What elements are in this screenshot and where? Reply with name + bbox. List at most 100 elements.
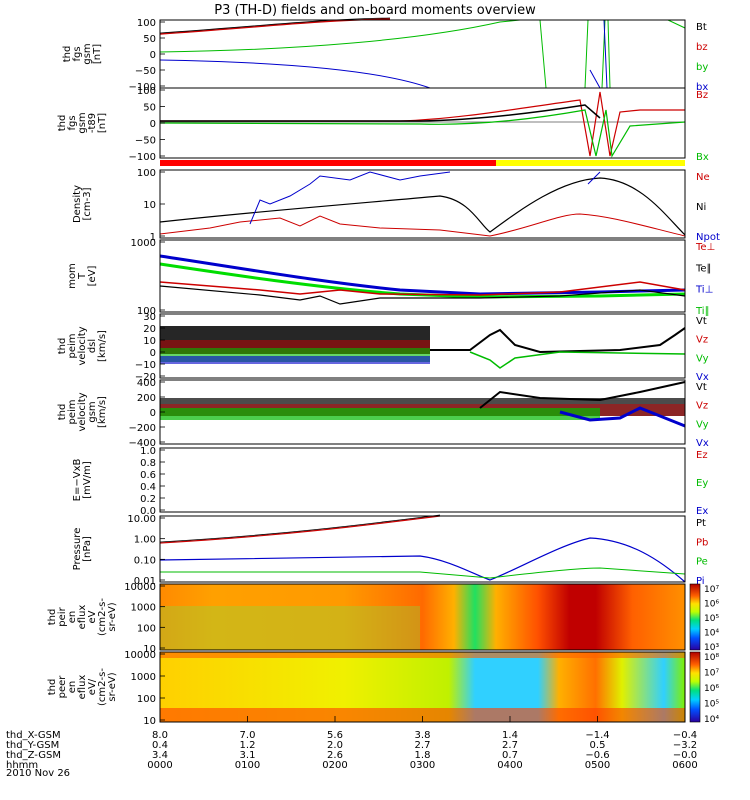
legend-Pb: Pb (696, 537, 708, 548)
y-tick-label: 0.4 (140, 482, 156, 493)
y-tick-label: 1.00 (134, 535, 156, 546)
x-tick-value: 1.4 (502, 730, 518, 741)
legend-Bx: Bx (696, 152, 709, 163)
y-label-line: [nT] (92, 44, 103, 64)
y-tick-label: 1000 (131, 603, 156, 614)
panel-frame-4 (159, 239, 686, 313)
y-tick-label: 0.8 (140, 458, 156, 469)
x-tick-value: 0.7 (502, 750, 518, 761)
x-tick-value: 0500 (585, 760, 610, 771)
y-label-line: gsm (82, 43, 93, 64)
legends: BtbzbybxBzBxNeNiNpotTe⊥Te∥Ti⊥Ti∥VtVzVyVx… (695, 22, 720, 587)
x-tick-value: 0.5 (590, 740, 606, 751)
colorbar-tick: 10⁴ (704, 715, 719, 725)
y-tick-label: 0 (150, 119, 156, 130)
x-row-label: thd_Z-GSM (6, 750, 61, 761)
y-tick-label: 400 (137, 378, 156, 389)
y-label-line: peir (57, 606, 68, 626)
panel-pressure (159, 514, 686, 583)
y-tick-label: 0.01 (134, 576, 156, 587)
y-label-line: Density (72, 185, 83, 223)
y-label-line: E=−VxB (72, 459, 83, 502)
x-tick-value: 2.6 (327, 750, 343, 761)
panel-fgs (159, 17, 686, 89)
x-tick-value: 8.0 (152, 730, 168, 741)
panel-fgs-t89 (159, 91, 686, 166)
y-label-line: velocity (77, 326, 88, 365)
y-tick-label: 10000 (124, 582, 156, 593)
y-tick-label: 10000 (124, 650, 156, 661)
y-label-line: -t89 (87, 113, 98, 133)
y-tick-label: 10 (143, 336, 156, 347)
ion-spectrum (160, 584, 685, 650)
date-label: 2010 Nov 26 (6, 768, 70, 779)
y-tick-label: −200 (129, 423, 156, 434)
panel-velocity-gsm (160, 381, 686, 428)
y-label-2: thd fgs gsm -t89 [nT] (57, 112, 108, 133)
colorbar-tick: 10⁶ (704, 684, 719, 694)
legend-Vx: Vx (696, 372, 709, 383)
panel-frame-7 (159, 447, 686, 513)
series-Vt-gsm (479, 381, 686, 409)
y-label-line: eV (87, 610, 98, 623)
y-tick-label: 100 (137, 623, 156, 634)
y-tick-label: −100 (129, 82, 156, 93)
legend-Pi: Pi (696, 576, 705, 587)
x-row-label: hhmm (6, 760, 38, 771)
x-tick-value: 1.2 (240, 740, 256, 751)
electron-low-band (160, 708, 685, 722)
y-label-line: en (67, 611, 78, 624)
x-tick-value: −0.0 (673, 750, 697, 761)
y-label-6: thd peim velocity gsm [km/s] (57, 392, 108, 431)
legend-Npot: Npot (696, 232, 720, 243)
colorbar-tick: 10⁶ (704, 600, 719, 610)
legend-Vt: Vt (696, 316, 707, 327)
y-label-line: eV/ (87, 678, 98, 695)
y-label-line: [km/s] (97, 396, 108, 428)
region-bar-red (160, 160, 496, 166)
legend-Vx: Vx (696, 438, 709, 449)
electron-top-band (160, 652, 685, 658)
legend-Bt: Bt (696, 22, 707, 33)
x-tick-value: 1.8 (415, 750, 431, 761)
y-label-line: T (77, 272, 88, 280)
y-label-line: thd (47, 609, 58, 626)
panel-velocity-dsl (160, 326, 686, 369)
y-tick-label: −100 (129, 152, 156, 163)
y-tick-label: 50 (143, 103, 156, 114)
y-tick-label: −20 (135, 372, 156, 383)
y-tick-label: −400 (129, 438, 156, 449)
x-axis-table: thd_X-GSM 8.0 7.0 5.6 3.8 1.4 −1.4 −0.4 thd_Y-GS… (6, 716, 698, 771)
y-label-line: en (67, 681, 78, 694)
x-tick-value: 3.8 (415, 730, 431, 741)
series-Ni (159, 177, 686, 236)
y-label-line: sr-eV) (107, 602, 118, 631)
y-label-line: Pressure (72, 528, 83, 571)
y-label-5: thd peim velocity dsl [km/s] (57, 326, 108, 365)
y-tick-label: 0.6 (140, 470, 156, 481)
series-Bx (159, 109, 686, 158)
y-tick-label: 100 (137, 306, 156, 317)
y-tick-label: 20 (143, 324, 156, 335)
ion-low-energy (160, 606, 420, 650)
y-label-1: thd fgs gsm [nT] (62, 43, 103, 64)
x-tick-value: 0000 (147, 760, 172, 771)
noise-blue (160, 356, 430, 364)
legend-Ne: Ne (696, 172, 710, 183)
chart-title: P3 (TH-D) fields and on-board moments ov… (214, 3, 536, 18)
y-label-line: [eV] (87, 266, 98, 287)
panel-frame-3 (159, 169, 686, 239)
y-tick-label: 1000 (131, 672, 156, 683)
legend-Ez: Ez (696, 450, 708, 461)
series-Vy-dsl (469, 351, 686, 369)
legend-Vy: Vy (696, 419, 709, 430)
panel-frame-9 (159, 583, 686, 651)
legend-Ti∥: Ti∥ (695, 306, 710, 317)
y-label-line: peer (57, 675, 68, 699)
series-Npot-b (587, 171, 601, 185)
legend-Pt: Pt (696, 518, 706, 529)
colorbar-tick: 10⁵ (704, 700, 719, 710)
y-tick-label: 1000 (131, 238, 156, 249)
series-Ti-perp (159, 254, 686, 296)
